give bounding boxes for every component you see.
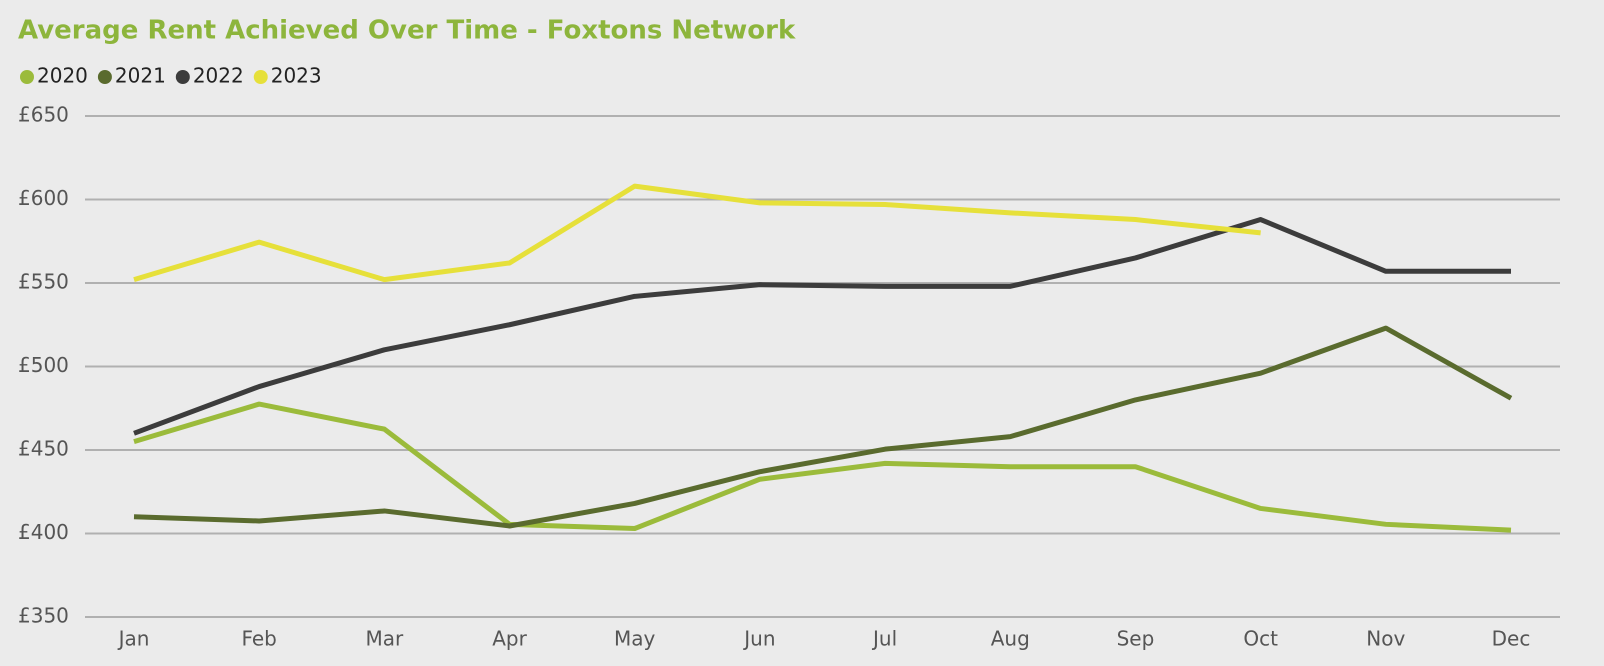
x-tick-label: Nov bbox=[1366, 627, 1405, 651]
y-tick-label: £350 bbox=[18, 604, 69, 628]
x-tick-label: Apr bbox=[492, 627, 527, 651]
x-tick-label: Jan bbox=[117, 627, 150, 651]
y-tick-label: £500 bbox=[18, 353, 69, 377]
y-tick-label: £600 bbox=[18, 186, 69, 210]
y-tick-label: £450 bbox=[18, 437, 69, 461]
x-tick-label: Dec bbox=[1492, 627, 1531, 651]
legend-marker bbox=[20, 70, 34, 84]
x-tick-label: Oct bbox=[1243, 627, 1278, 651]
legend-label: 2020 bbox=[37, 64, 88, 88]
x-tick-label: Sep bbox=[1117, 627, 1155, 651]
x-tick-label: Jun bbox=[742, 627, 775, 651]
y-tick-label: £650 bbox=[18, 103, 69, 127]
x-tick-label: Feb bbox=[241, 627, 276, 651]
x-tick-label: Jul bbox=[871, 627, 897, 651]
series-line bbox=[133, 325, 1513, 529]
chart-title: Average Rent Achieved Over Time - Foxton… bbox=[18, 16, 796, 46]
legend-marker bbox=[175, 70, 190, 84]
y-tick-label: £550 bbox=[18, 270, 69, 294]
series-line bbox=[133, 183, 1261, 283]
legend-marker bbox=[253, 70, 268, 84]
x-tick-label: Mar bbox=[365, 627, 404, 651]
legend-label: 2021 bbox=[115, 64, 166, 88]
series-line bbox=[133, 217, 1511, 436]
series-line bbox=[133, 401, 1512, 533]
legend-label: 2022 bbox=[193, 64, 244, 88]
x-tick-label: Aug bbox=[991, 627, 1030, 651]
y-tick-label: £400 bbox=[18, 520, 69, 544]
legend-label: 2023 bbox=[271, 64, 322, 88]
x-tick-label: May bbox=[614, 627, 656, 651]
legend-marker bbox=[97, 70, 112, 84]
